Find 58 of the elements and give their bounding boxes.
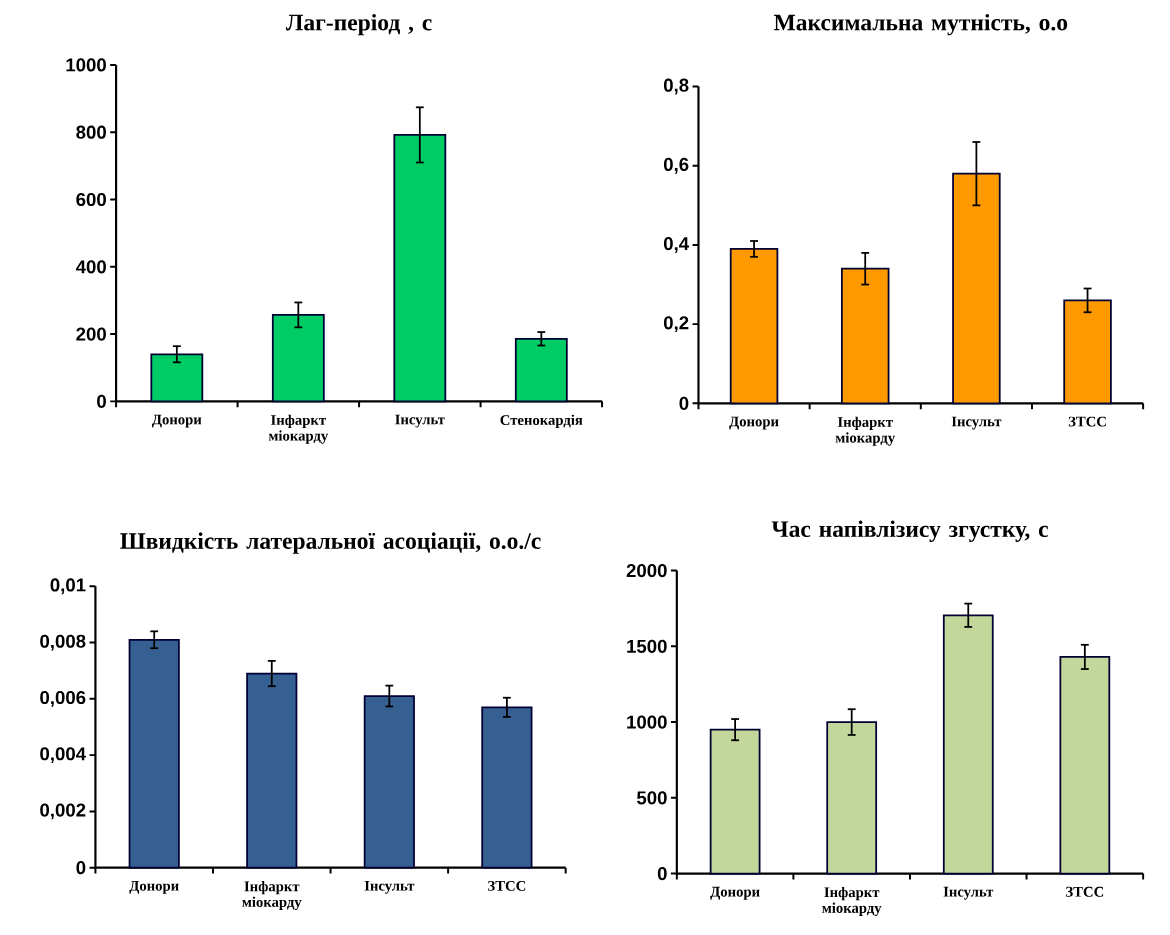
x-tick-label: Інсульт — [943, 887, 994, 900]
x-tick-label: Інсульт — [951, 416, 1002, 430]
bar — [128, 639, 180, 869]
y-tick-label: 0,002 — [40, 803, 86, 820]
chart-title: Лаг-період , с — [285, 14, 432, 36]
x-tick-label: Інфаркт міокарду — [835, 416, 895, 446]
bar — [481, 706, 533, 869]
x-tick-label: Стенокардія — [500, 414, 583, 429]
y-tick-label: 1000 — [627, 715, 667, 729]
x-tick-label: Інсульт — [395, 414, 445, 428]
y-tick-label: 200 — [76, 327, 106, 341]
y-tick-label: 0,006 — [40, 691, 86, 708]
y-tick-label: 0 — [76, 861, 86, 875]
bar — [271, 314, 325, 403]
chart-title: Час напівлізису згустку, с — [771, 520, 1048, 543]
x-tick-label: Донори — [151, 414, 202, 428]
x-tick-label: Донори — [129, 881, 179, 894]
y-tick-label: 1000 — [66, 58, 106, 72]
y-tick-label: 0,4 — [663, 237, 689, 254]
x-tick-label: ЗТСС — [1066, 887, 1104, 897]
bar — [393, 134, 447, 403]
y-tick-label: 0,6 — [663, 158, 689, 174]
bar — [514, 338, 568, 403]
bar — [952, 173, 1001, 405]
bar — [942, 614, 994, 875]
y-tick-label: 0 — [657, 867, 667, 881]
bar — [840, 268, 890, 405]
y-tick-label: 1500 — [627, 639, 667, 654]
bar — [1063, 299, 1112, 405]
y-tick-label: 500 — [636, 791, 667, 805]
x-tick-label: Інфаркт міокарду — [822, 887, 882, 917]
bar — [729, 248, 779, 405]
bar — [826, 721, 878, 875]
x-tick-label: ЗТСС — [488, 881, 526, 892]
bar — [1059, 656, 1111, 875]
x-tick-label: Донори — [729, 416, 779, 430]
bar — [709, 728, 761, 875]
x-tick-label: ЗТСС — [1068, 416, 1106, 427]
y-tick-label: 2000 — [626, 564, 667, 578]
x-tick-label: Донори — [710, 887, 760, 900]
chart-title: Швидкість латеральної асоціації, о.о./с — [120, 532, 541, 554]
x-tick-label: Інсульт — [364, 881, 415, 894]
y-tick-label: 0 — [97, 394, 106, 409]
y-tick-label: 0,004 — [40, 747, 86, 764]
y-tick-label: 800 — [76, 125, 106, 140]
chart-title: Максимальна мутність, о.о — [773, 14, 1068, 36]
bar — [150, 353, 204, 403]
y-tick-label: 0 — [679, 396, 689, 411]
y-tick-label: 400 — [75, 260, 106, 274]
y-tick-label: 600 — [76, 193, 106, 207]
x-tick-label: Інфаркт міокарду — [242, 881, 302, 911]
x-tick-label: Інфаркт міокарду — [268, 414, 329, 444]
y-tick-label: 0,008 — [40, 634, 86, 651]
y-tick-label: 0,2 — [663, 316, 689, 333]
bar — [246, 672, 298, 869]
y-tick-label: 0,01 — [50, 578, 86, 595]
bar — [363, 695, 415, 869]
y-tick-label: 0,8 — [663, 78, 689, 95]
